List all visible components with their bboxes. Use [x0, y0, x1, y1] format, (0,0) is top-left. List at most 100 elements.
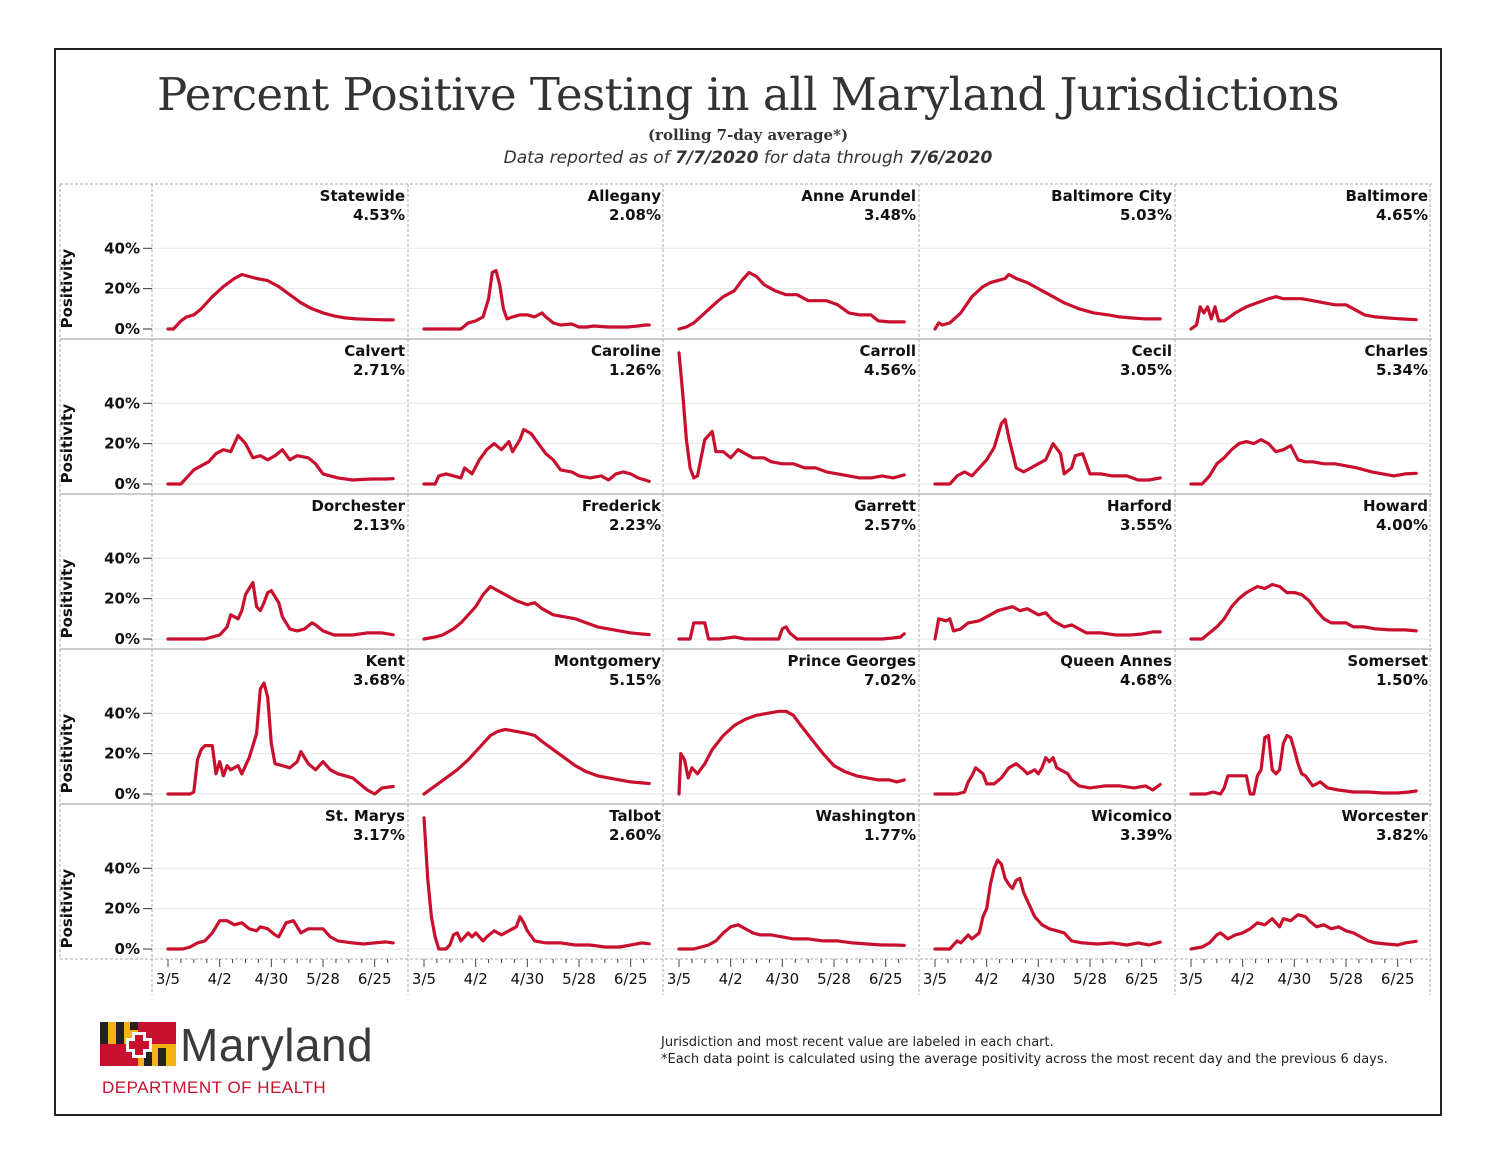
reported-mid: for data through: [758, 148, 909, 168]
panel-latest-value: 3.39%: [1120, 826, 1172, 844]
series-line-calvert: [166, 434, 395, 486]
panel-latest-value: 4.68%: [1120, 671, 1172, 689]
series-line-anne-arundel: [677, 270, 906, 331]
panel-name: Allegany: [588, 187, 662, 205]
panel-name: Washington: [816, 807, 916, 825]
panel-name: Queen Annes: [1060, 652, 1172, 670]
x-tick-label: 6/25: [869, 970, 903, 988]
series-line-frederick: [422, 584, 651, 641]
x-tick-label: 3/5: [156, 970, 180, 988]
panel-latest-value: 3.48%: [864, 206, 916, 224]
x-tick-label: 6/25: [1125, 970, 1159, 988]
series-line-worcester: [1189, 913, 1418, 951]
y-tick-label: 40%: [104, 859, 140, 877]
panel-latest-value: 3.55%: [1120, 516, 1172, 534]
panel-latest-value: 1.50%: [1376, 671, 1428, 689]
x-tick-label: 4/2: [464, 970, 488, 988]
series-line-washington: [677, 923, 906, 951]
footnote-1: Jurisdiction and most recent value are l…: [661, 1035, 1054, 1050]
subtitle: (rolling 7-day average*): [647, 126, 849, 144]
panel-latest-value: 2.23%: [609, 516, 661, 534]
y-tick-label: 40%: [104, 704, 140, 722]
series-line-allegany: [422, 268, 651, 331]
panel-latest-value: 5.03%: [1120, 206, 1172, 224]
series-line-harford: [933, 605, 1162, 641]
panel-latest-value: 4.56%: [864, 361, 916, 379]
y-tick-label: 0%: [115, 475, 140, 493]
y-tick-label: 20%: [104, 590, 140, 608]
x-tick-label: 4/30: [1022, 970, 1056, 988]
panel-latest-value: 2.60%: [609, 826, 661, 844]
panel-latest-value: 1.77%: [864, 826, 916, 844]
through-date: 7/6/2020: [908, 148, 993, 168]
panel-name: Somerset: [1347, 652, 1428, 670]
series-line-caroline: [422, 427, 651, 486]
panel-latest-value: 3.05%: [1120, 361, 1172, 379]
panel-name: Anne Arundel: [801, 187, 916, 205]
footnote-2: *Each data point is calculated using the…: [661, 1052, 1388, 1067]
panel-latest-value: 3.17%: [353, 826, 405, 844]
panel-latest-value: 2.71%: [353, 361, 405, 379]
panel-name: Statewide: [320, 187, 405, 205]
y-axis-label: Positivity: [58, 559, 76, 639]
y-axis-label: Positivity: [58, 249, 76, 329]
footnotes: Jurisdiction and most recent value are l…: [661, 1034, 1421, 1068]
x-tick-label: 5/28: [562, 970, 596, 988]
panel-name: Baltimore: [1345, 187, 1428, 205]
x-tick-label: 5/28: [1329, 970, 1363, 988]
x-tick-label: 3/5: [667, 970, 691, 988]
panel-latest-value: 2.13%: [353, 516, 405, 534]
x-tick-label: 4/30: [766, 970, 800, 988]
panel-latest-value: 5.34%: [1376, 361, 1428, 379]
y-tick-label: 0%: [115, 940, 140, 958]
panel-latest-value: 2.08%: [609, 206, 661, 224]
panel-name: Harford: [1107, 497, 1172, 515]
panel-latest-value: 4.00%: [1376, 516, 1428, 534]
panel-name: Wicomico: [1091, 807, 1172, 825]
logo-wordmark: Maryland: [180, 1019, 374, 1071]
series-line-baltimore-city: [933, 272, 1162, 331]
series-line-statewide: [166, 272, 395, 331]
y-axis-label: Positivity: [58, 869, 76, 949]
y-tick-label: 20%: [104, 435, 140, 453]
series-line-queen-annes: [933, 756, 1162, 796]
y-tick-label: 20%: [104, 745, 140, 763]
panel-name: Kent: [366, 652, 405, 670]
series-line-charles: [1189, 438, 1418, 486]
panel-name: Howard: [1363, 497, 1428, 515]
figure-frame: [54, 48, 1442, 1116]
panel-latest-value: 1.26%: [609, 361, 661, 379]
y-tick-label: 20%: [104, 900, 140, 918]
y-tick-label: 40%: [104, 394, 140, 412]
panel-latest-value: 7.02%: [864, 671, 916, 689]
y-tick-label: 20%: [104, 280, 140, 298]
reported-prefix: Data reported as of: [503, 148, 676, 168]
panel-name: Cecil: [1132, 342, 1172, 360]
x-tick-label: 4/2: [719, 970, 743, 988]
panel-name: Caroline: [591, 342, 661, 360]
x-tick-label: 5/28: [1073, 970, 1107, 988]
x-tick-label: 3/5: [412, 970, 436, 988]
panel-name: St. Marys: [325, 807, 405, 825]
x-tick-label: 4/30: [511, 970, 545, 988]
panel-latest-value: 4.65%: [1376, 206, 1428, 224]
x-tick-label: 6/25: [614, 970, 648, 988]
x-tick-label: 4/2: [975, 970, 999, 988]
y-axis-label: Positivity: [58, 404, 76, 484]
panel-name: Frederick: [582, 497, 662, 515]
series-line-dorchester: [166, 580, 395, 641]
x-tick-label: 6/25: [358, 970, 392, 988]
panel-latest-value: 5.15%: [609, 671, 661, 689]
mdh-logo: Maryland DEPARTMENT OF HEALTH: [100, 1018, 420, 1102]
x-tick-label: 6/25: [1381, 970, 1415, 988]
panel-name: Talbot: [609, 807, 661, 825]
x-tick-label: 4/2: [208, 970, 232, 988]
panel-latest-value: 4.53%: [353, 206, 405, 224]
panel-name: Montgomery: [554, 652, 661, 670]
logo-department: DEPARTMENT OF HEALTH: [102, 1078, 327, 1097]
x-tick-label: 5/28: [817, 970, 851, 988]
series-line-baltimore: [1189, 295, 1418, 331]
panel-name: Worcester: [1342, 807, 1429, 825]
maryland-flag-icon: [100, 1022, 176, 1066]
